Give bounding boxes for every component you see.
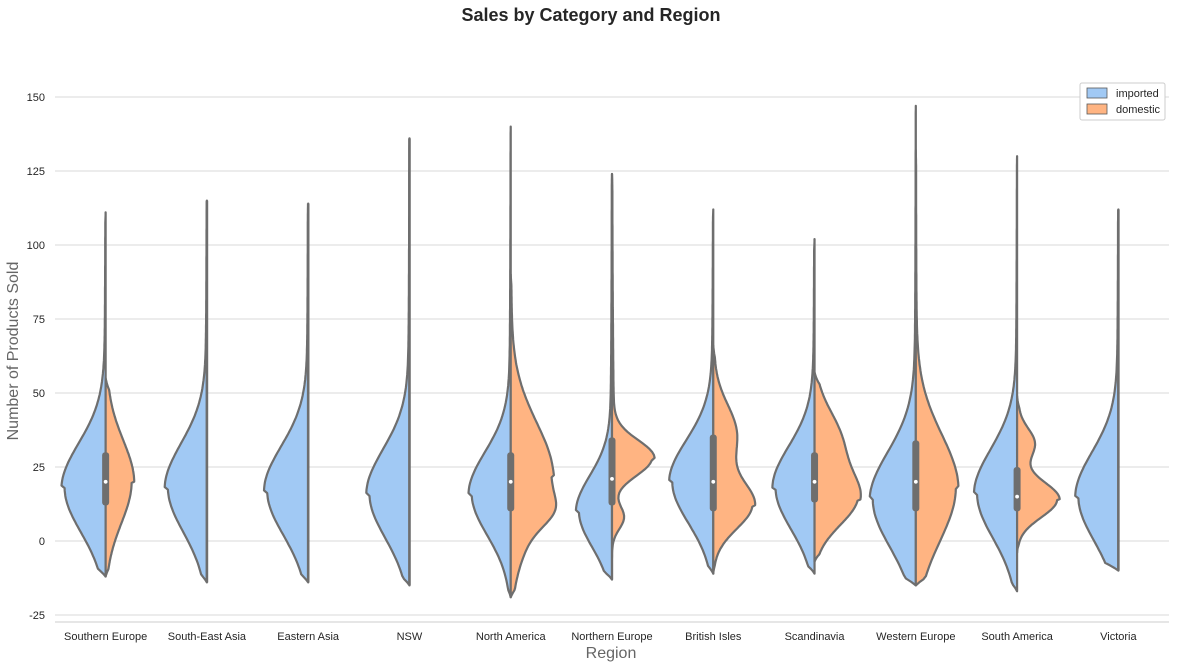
median-marker-northern-europe: [610, 476, 614, 481]
iqr-box-scandinavia: [811, 452, 819, 503]
iqr-box-british-isles: [709, 434, 717, 512]
legend: imported domestic: [1079, 82, 1166, 121]
x-tick-label: Victoria: [1100, 631, 1137, 643]
box-markers: [102, 434, 1021, 512]
x-tick-label: Northern Europe: [571, 631, 652, 643]
violin-domestic-british-isles: [712, 344, 757, 575]
y-tick-label: -25: [29, 610, 45, 622]
violin-imported-nsw: [365, 137, 411, 587]
violin-imported-north-america: [467, 125, 512, 599]
violin-imported-northern-europe: [574, 172, 614, 581]
violin-imported-western-europe: [868, 104, 917, 587]
y-tick-label: 100: [27, 240, 45, 252]
x-tick-label: Southern Europe: [64, 631, 147, 643]
x-tick-label: Western Europe: [876, 631, 955, 643]
y-tick-labels: -25 0 25 50 75 100 125 150: [27, 92, 45, 622]
median-marker-scandinavia: [812, 479, 817, 484]
y-tick-label: 50: [33, 388, 45, 400]
x-tick-label: NSW: [397, 631, 423, 643]
median-marker-western-europe: [913, 479, 918, 484]
median-marker-southern-europe: [103, 479, 108, 484]
y-axis-label: Number of Products Sold: [5, 262, 22, 441]
legend-swatch-domestic: [1086, 103, 1108, 115]
violin-imported-southern-europe: [60, 211, 107, 578]
x-axis-label: Region: [586, 645, 637, 662]
x-tick-label: Eastern Asia: [277, 631, 340, 643]
legend-swatch-imported: [1086, 87, 1108, 99]
median-marker-british-isles: [711, 479, 716, 484]
violin-domestic-northern-europe: [610, 172, 656, 581]
x-tick-label: Scandinavia: [785, 631, 846, 643]
iqr-box-south-america: [1013, 467, 1021, 512]
y-tick-label: 0: [39, 536, 45, 548]
violins: [60, 104, 1120, 599]
violin-imported-south-america: [972, 155, 1019, 593]
median-marker-south-america: [1015, 494, 1019, 499]
violin-domestic-southern-europe: [104, 377, 136, 578]
violin-imported-victoria: [1074, 208, 1120, 572]
violin-domestic-scandinavia: [813, 371, 862, 563]
y-tick-label: 25: [33, 462, 45, 474]
violin-imported-british-isles: [668, 208, 715, 575]
iqr-box-northern-europe: [608, 437, 616, 506]
legend-label-imported: imported: [1116, 88, 1159, 100]
x-tick-labels: Southern Europe South-East Asia Eastern As…: [64, 631, 1137, 643]
chart-title: Sales by Category and Region: [461, 5, 720, 25]
violin-domestic-south-america: [1015, 394, 1061, 554]
median-marker-north-america: [508, 479, 513, 484]
violin-domestic-western-europe: [914, 149, 960, 587]
x-tick-label: North America: [476, 631, 547, 643]
violin-domestic-north-america: [509, 273, 558, 599]
iqr-box-southern-europe: [102, 452, 110, 506]
violin-imported-south-east-asia: [163, 199, 209, 584]
y-tick-label: 125: [27, 166, 45, 178]
y-tick-label: 150: [27, 92, 45, 104]
x-tick-label: South America: [981, 631, 1053, 643]
x-tick-label: South-East Asia: [168, 631, 247, 643]
iqr-box-western-europe: [912, 440, 920, 512]
y-tick-label: 75: [33, 314, 45, 326]
violin-imported-scandinavia: [771, 238, 816, 575]
legend-label-domestic: domestic: [1116, 104, 1161, 116]
x-tick-label: British Isles: [685, 631, 742, 643]
